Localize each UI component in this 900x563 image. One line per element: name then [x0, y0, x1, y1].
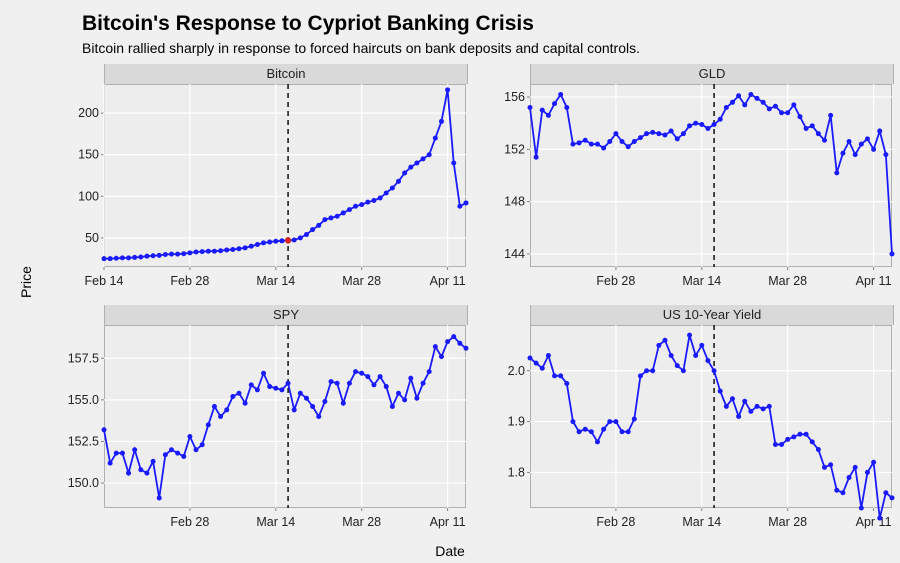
- svg-text:152.5: 152.5: [68, 434, 99, 448]
- panel-bitcoin: Bitcoin50100150200Feb 14Feb 28Mar 14Mar …: [60, 64, 466, 295]
- svg-text:Mar 14: Mar 14: [256, 515, 295, 529]
- svg-text:Feb 28: Feb 28: [170, 515, 209, 529]
- svg-text:157.5: 157.5: [68, 351, 99, 365]
- series-line: [104, 90, 466, 259]
- svg-text:Apr 11: Apr 11: [856, 515, 892, 529]
- svg-text:Mar 28: Mar 28: [342, 515, 381, 529]
- svg-text:150.0: 150.0: [68, 476, 99, 490]
- svg-text:Mar 14: Mar 14: [682, 274, 721, 288]
- panel-gld: GLD144148152156Feb 28Mar 14Mar 28Apr 11: [486, 64, 892, 295]
- panel-spy: SPY150.0152.5155.0157.5Feb 28Mar 14Mar 2…: [60, 305, 466, 536]
- svg-text:Mar 14: Mar 14: [682, 515, 721, 529]
- svg-text:Mar 28: Mar 28: [342, 274, 381, 288]
- panel-svg: 150.0 152.5 155.0 157.5 Feb 28 Mar 14 Mar 28 Ap…: [60, 305, 466, 536]
- svg-text:155.0: 155.0: [68, 393, 99, 407]
- svg-text:Mar 28: Mar 28: [768, 515, 807, 529]
- svg-text:50: 50: [85, 231, 99, 245]
- chart-title: Bitcoin's Response to Cypriot Banking Cr…: [82, 12, 534, 36]
- chart-subtitle: Bitcoin rallied sharply in response to f…: [82, 40, 640, 56]
- panel-grid: Bitcoin50100150200Feb 14Feb 28Mar 14Mar …: [60, 64, 892, 536]
- series-line: [104, 337, 466, 498]
- svg-text:156: 156: [504, 90, 525, 104]
- panel-us-10-year-yield: US 10-Year Yield1.81.92.0Feb 28Mar 14Mar…: [486, 305, 892, 536]
- svg-text:152: 152: [504, 142, 525, 156]
- svg-text:200: 200: [78, 106, 99, 120]
- svg-text:Feb 28: Feb 28: [596, 515, 635, 529]
- highlight-point: [285, 237, 291, 243]
- svg-text:2.0: 2.0: [508, 364, 525, 378]
- svg-text:Apr 11: Apr 11: [430, 515, 466, 529]
- svg-text:1.8: 1.8: [508, 465, 525, 479]
- svg-text:Feb 28: Feb 28: [596, 274, 635, 288]
- svg-text:Feb 28: Feb 28: [170, 274, 209, 288]
- y-axis-label: Price: [18, 266, 34, 298]
- svg-text:Apr 11: Apr 11: [856, 274, 892, 288]
- svg-text:148: 148: [504, 195, 525, 209]
- x-axis-label: Date: [435, 543, 465, 559]
- chart-page: { "title": "Bitcoin's Response to Cyprio…: [0, 0, 900, 563]
- panel-svg: 144 148 152 156 Feb 28 Mar 14 Mar 28 Apr 11: [486, 64, 892, 295]
- svg-text:100: 100: [78, 189, 99, 203]
- svg-text:150: 150: [78, 148, 99, 162]
- svg-text:Feb 14: Feb 14: [85, 274, 124, 288]
- svg-text:144: 144: [504, 247, 525, 261]
- svg-text:1.9: 1.9: [508, 415, 525, 429]
- panel-svg: 50 100 150 200 Feb 14 Feb 28 Mar 14 Mar 28 Apr 1…: [60, 64, 466, 295]
- svg-text:Mar 28: Mar 28: [768, 274, 807, 288]
- svg-text:Apr 11: Apr 11: [430, 274, 466, 288]
- svg-text:Mar 14: Mar 14: [256, 274, 295, 288]
- panel-svg: 1.8 1.9 2.0 Feb 28 Mar 14 Mar 28 Apr 11: [486, 305, 892, 536]
